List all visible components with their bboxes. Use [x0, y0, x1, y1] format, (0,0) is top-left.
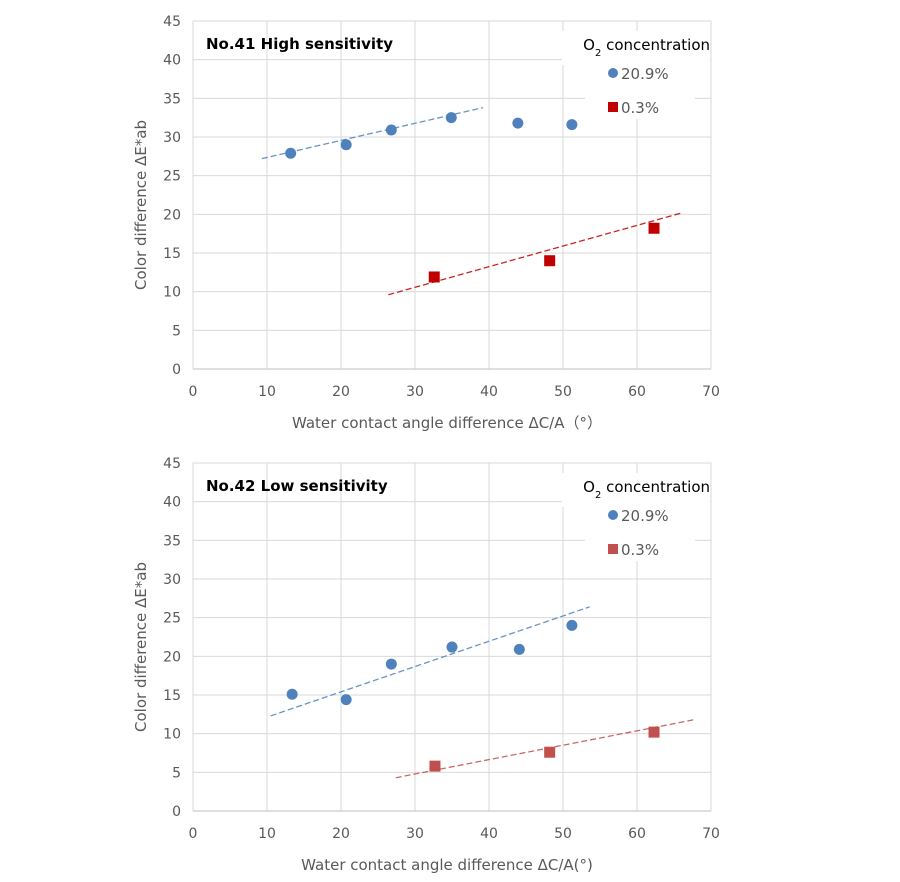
- y-tick-label: 25: [163, 169, 181, 185]
- legend-marker-square: [608, 544, 618, 554]
- y-tick-label: 45: [163, 456, 181, 472]
- y-tick-label: 40: [163, 53, 181, 69]
- legend-marker-circle: [608, 510, 618, 520]
- y-tick-label: 10: [163, 285, 181, 301]
- y-tick-label: 20: [163, 207, 181, 223]
- legend-label: 20.9%: [621, 65, 669, 83]
- data-point: [513, 643, 525, 655]
- x-tick-label: 40: [480, 826, 498, 842]
- y-tick-label: 10: [163, 727, 181, 743]
- data-point: [385, 658, 397, 670]
- y-tick-label: 40: [163, 495, 181, 511]
- y-tick-label: 30: [163, 572, 181, 588]
- legend-background: [585, 55, 695, 119]
- data-point: [429, 760, 441, 772]
- panel-title: No.42 Low sensitivity: [206, 477, 388, 495]
- data-point: [544, 746, 556, 758]
- x-axis-title: Water contact angle difference ΔC/A（°）: [292, 414, 602, 432]
- x-tick-label: 10: [258, 384, 276, 400]
- legend-marker-circle: [608, 68, 618, 78]
- x-tick-label: 40: [480, 384, 498, 400]
- x-tick-label: 70: [702, 384, 720, 400]
- y-axis-title: Color difference ΔE*ab: [132, 120, 150, 290]
- legend-label: 20.9%: [621, 507, 669, 525]
- data-point: [428, 271, 440, 283]
- data-point: [445, 112, 457, 124]
- y-tick-label: 15: [163, 688, 181, 704]
- data-point: [648, 726, 660, 738]
- x-tick-label: 50: [554, 384, 572, 400]
- y-tick-label: 25: [163, 611, 181, 627]
- y-tick-label: 20: [163, 649, 181, 665]
- trendline-03: [395, 719, 695, 779]
- x-tick-label: 0: [189, 384, 198, 400]
- y-tick-label: 35: [163, 91, 181, 107]
- series-209: [286, 619, 578, 706]
- data-point: [340, 694, 352, 706]
- x-tick-label: 30: [406, 384, 424, 400]
- y-tick-label: 0: [172, 804, 181, 820]
- data-point: [340, 139, 352, 151]
- x-tick-label: 60: [628, 826, 646, 842]
- series-209: [285, 112, 578, 159]
- panel-title: No.41 High sensitivity: [206, 35, 393, 53]
- legend-background: [585, 497, 695, 561]
- trendline-209: [270, 606, 590, 717]
- legend: O2 concentration 20.9% 0.3%: [562, 473, 710, 561]
- y-tick-label: 30: [163, 130, 181, 146]
- legend-title: O2 concentration: [583, 478, 710, 501]
- legend: O2 concentration 20.9% 0.3%: [562, 31, 710, 119]
- data-point: [512, 117, 524, 129]
- data-point: [544, 255, 556, 267]
- x-tick-label: 20: [332, 826, 350, 842]
- legend-label: 0.3%: [621, 541, 659, 559]
- y-tick-label: 5: [172, 765, 181, 781]
- chart-svg: 0 10 20 30 40 50 60 70 0 5 10 15 20 25 30 35 40 45 Water c…: [132, 14, 720, 432]
- x-tick-label: 60: [628, 384, 646, 400]
- data-point: [446, 641, 458, 653]
- y-axis-title: Color difference ΔE*ab: [132, 562, 150, 732]
- x-tick-label: 30: [406, 826, 424, 842]
- x-tick-label: 50: [554, 826, 572, 842]
- data-point: [285, 147, 297, 159]
- series-03: [428, 222, 660, 283]
- data-point: [566, 119, 578, 131]
- series-03: [429, 726, 660, 772]
- y-tick-label: 0: [172, 362, 181, 378]
- x-axis-title: Water contact angle difference ΔC/A(°): [301, 856, 593, 874]
- data-point: [648, 222, 660, 234]
- chart-no41-high-sensitivity: 0 10 20 30 40 50 60 70 0 5 10 15 20 25 30 35 40 45 Water c…: [0, 0, 900, 440]
- legend-marker-square: [608, 102, 618, 112]
- gridlines: [193, 462, 712, 811]
- chart-no42-low-sensitivity: 0 10 20 30 40 50 60 70 0 5 10 15 20 25 30 35 40 45 Water c…: [0, 442, 900, 882]
- x-tick-label: 20: [332, 384, 350, 400]
- y-tick-label: 45: [163, 14, 181, 30]
- x-tick-label: 10: [258, 826, 276, 842]
- x-tick-label: 70: [702, 826, 720, 842]
- data-point: [566, 619, 578, 631]
- y-tick-label: 5: [172, 323, 181, 339]
- legend-label: 0.3%: [621, 99, 659, 117]
- data-point: [385, 124, 397, 136]
- data-point: [286, 688, 298, 700]
- legend-title: O2 concentration: [583, 36, 710, 59]
- chart-svg: 0 10 20 30 40 50 60 70 0 5 10 15 20 25 30 35 40 45 Water c…: [132, 456, 720, 874]
- x-tick-label: 0: [189, 826, 198, 842]
- y-tick-label: 35: [163, 533, 181, 549]
- y-tick-label: 15: [163, 246, 181, 262]
